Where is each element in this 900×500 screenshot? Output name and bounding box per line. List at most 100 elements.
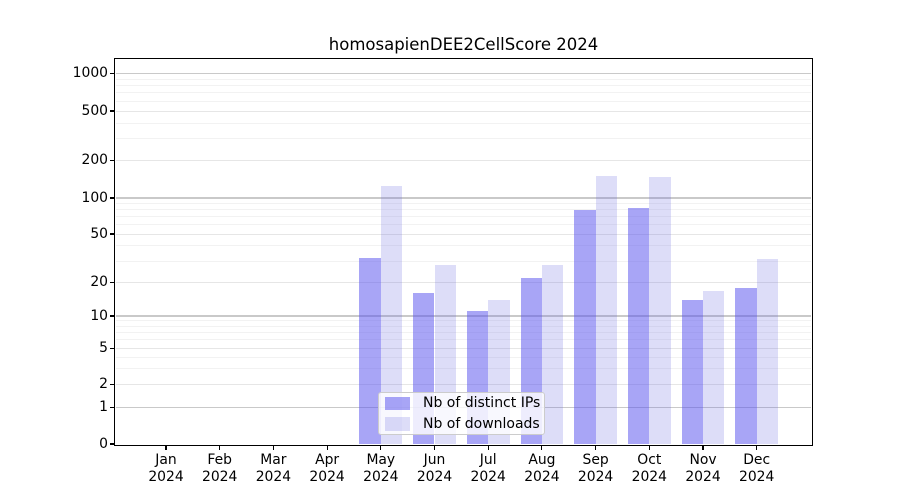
- x-tick-label-oct: Oct 2024: [617, 452, 681, 486]
- bar-nb-of-distinct-ips-may: [359, 257, 381, 444]
- x-tick-year-jul: 2024: [470, 468, 506, 485]
- bar-nb-of-downloads-sep: [595, 176, 617, 444]
- gridline-minor-8: [116, 325, 811, 327]
- y-tick-label-50: 50: [90, 225, 108, 242]
- x-tick-label-apr: Apr 2024: [295, 452, 359, 486]
- x-tick-year-oct: 2024: [631, 468, 667, 485]
- legend-label-nb-of-distinct-ips: Nb of distinct IPs: [422, 395, 541, 412]
- gridline-minor-900: [116, 78, 811, 80]
- x-tick-label-mar: Mar 2024: [241, 452, 305, 486]
- x-tick-jul: [487, 445, 489, 451]
- x-tick-month-sep: Sep: [582, 451, 609, 468]
- x-tick-year-aug: 2024: [524, 468, 560, 485]
- x-tick-year-apr: 2024: [309, 468, 345, 485]
- gridline-minor-600: [116, 100, 811, 102]
- gridline-minor-4: [116, 356, 811, 358]
- y-tick-label-5: 5: [99, 339, 108, 356]
- gridline-minor-3: [116, 367, 811, 369]
- y-tick-label-1: 1: [99, 398, 108, 415]
- gridline-major-1000: [116, 72, 811, 75]
- gridline-mid-200: [116, 160, 811, 161]
- x-tick-sep: [595, 445, 597, 451]
- x-tick-month-nov: Nov: [689, 451, 717, 468]
- x-tick-year-may: 2024: [363, 468, 399, 485]
- bar-nb-of-distinct-ips-nov: [681, 299, 703, 444]
- x-tick-label-feb: Feb 2024: [188, 452, 252, 486]
- gridline-major-10: [116, 315, 811, 317]
- bar-nb-of-distinct-ips-sep: [574, 209, 596, 444]
- x-tick-month-aug: Aug: [528, 451, 556, 468]
- x-tick-label-aug: Aug 2024: [510, 452, 574, 486]
- x-tick-year-jan: 2024: [148, 468, 184, 485]
- x-tick-label-jul: Jul 2024: [456, 452, 520, 486]
- y-tick-label-200: 200: [81, 152, 108, 168]
- bar-nb-of-downloads-aug: [541, 264, 564, 444]
- y-tick-label-1000: 1000: [72, 65, 108, 81]
- x-tick-month-dec: Dec: [743, 451, 771, 468]
- legend-label-nb-of-downloads: Nb of downloads: [422, 415, 540, 432]
- x-tick-year-jun: 2024: [416, 468, 453, 485]
- gridline-minor-300: [116, 138, 811, 140]
- y-tick-200: [110, 159, 115, 162]
- gridline-mid-5: [116, 347, 811, 349]
- gridline-minor-9: [116, 320, 811, 322]
- legend-item-nb-of-downloads: Nb of downloads: [384, 414, 544, 435]
- x-tick-month-may: May: [366, 451, 396, 468]
- y-tick-20: [110, 282, 115, 284]
- x-tick-month-apr: Apr: [315, 451, 340, 468]
- y-tick-label-0: 0: [99, 435, 108, 452]
- x-tick-month-jan: Jan: [155, 451, 177, 468]
- legend-swatch-nb-of-distinct-ips: [384, 396, 410, 411]
- gridline-mid-2: [116, 383, 811, 385]
- gridline-minor-30: [116, 260, 811, 262]
- gridline-minor-40: [116, 245, 811, 247]
- x-tick-apr: [326, 445, 328, 451]
- x-tick-oct: [648, 445, 650, 451]
- x-tick-label-nov: Nov 2024: [671, 452, 735, 486]
- x-tick-month-feb: Feb: [207, 451, 232, 468]
- x-tick-year-sep: 2024: [577, 468, 614, 485]
- x-tick-month-mar: Mar: [260, 451, 287, 468]
- x-tick-dec: [756, 445, 758, 451]
- x-tick-year-dec: 2024: [739, 468, 775, 485]
- gridline-minor-6: [116, 339, 811, 341]
- bar-nb-of-downloads-dec: [756, 259, 779, 444]
- y-tick-label-10: 10: [90, 307, 108, 324]
- x-tick-year-nov: 2024: [685, 468, 721, 485]
- x-tick-mar: [272, 445, 274, 451]
- gridline-mid-50: [116, 233, 811, 235]
- y-tick-0: [110, 443, 115, 445]
- gridline-major-100: [116, 197, 811, 199]
- y-tick-label-2: 2: [99, 375, 108, 392]
- legend-swatch-nb-of-downloads: [384, 417, 410, 431]
- gridline-minor-400: [116, 122, 811, 124]
- y-tick-label-20: 20: [90, 274, 108, 291]
- x-tick-label-dec: Dec 2024: [725, 452, 789, 486]
- x-tick-year-mar: 2024: [255, 468, 292, 485]
- y-tick-5: [110, 347, 115, 349]
- gridline-minor-800: [116, 85, 811, 87]
- chart-title: homosapienDEE2CellScore 2024: [328, 35, 599, 54]
- y-tick-label-100: 100: [81, 189, 108, 206]
- gridline-minor-90: [116, 202, 811, 204]
- bar-nb-of-downloads-nov: [703, 290, 725, 444]
- x-tick-month-jun: Jun: [423, 451, 446, 468]
- x-tick-aug: [541, 445, 543, 451]
- x-tick-jan: [165, 445, 167, 451]
- y-tick-label-500: 500: [81, 102, 108, 119]
- bar-nb-of-downloads-may: [380, 185, 403, 444]
- y-tick-100: [110, 197, 115, 199]
- gridline-mid-20: [116, 282, 811, 284]
- gridline-mid-500: [116, 110, 811, 112]
- gridline-minor-700: [116, 92, 811, 94]
- x-tick-label-sep: Sep 2024: [564, 452, 628, 486]
- bar-nb-of-distinct-ips-oct: [627, 207, 650, 444]
- x-tick-may: [380, 445, 382, 451]
- x-tick-label-may: May 2024: [349, 452, 413, 486]
- x-tick-year-feb: 2024: [202, 468, 238, 485]
- x-tick-nov: [702, 445, 704, 451]
- x-tick-feb: [219, 445, 221, 451]
- x-tick-label-jun: Jun 2024: [403, 452, 467, 486]
- legend: Nb of distinct IPs Nb of downloads: [377, 392, 545, 436]
- gridline-minor-7: [116, 332, 811, 334]
